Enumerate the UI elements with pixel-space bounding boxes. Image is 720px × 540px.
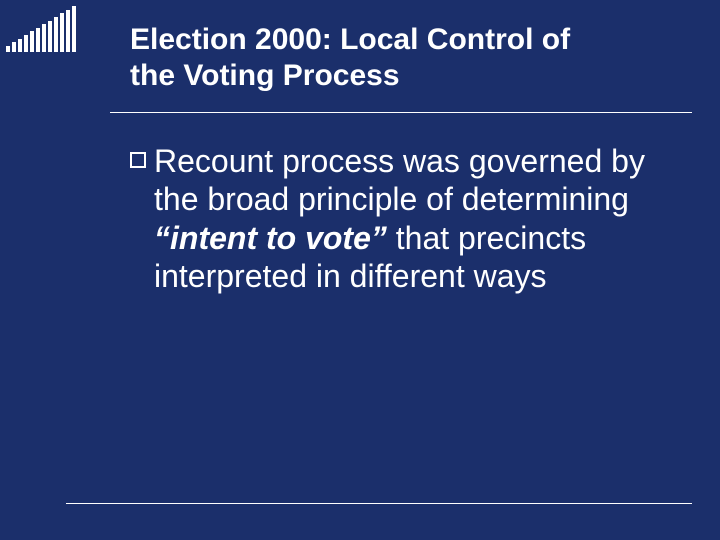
corner-decoration xyxy=(6,6,76,52)
corner-bar xyxy=(12,42,16,52)
corner-bar xyxy=(72,6,76,52)
corner-bar xyxy=(24,35,28,52)
text-emphasis: “intent to vote” xyxy=(154,220,396,256)
corner-bar xyxy=(54,17,58,52)
title-underline xyxy=(110,112,692,113)
corner-bar xyxy=(18,39,22,52)
corner-bar xyxy=(30,31,34,52)
slide-body: Recount process was governed by the broa… xyxy=(130,142,680,296)
corner-bar xyxy=(60,13,64,52)
corner-bar xyxy=(66,10,70,52)
bullet-text: Recount process was governed by the broa… xyxy=(154,142,680,296)
bullet-item: Recount process was governed by the broa… xyxy=(130,142,680,296)
square-bullet-icon xyxy=(130,152,146,168)
title-line-2: the Voting Process xyxy=(130,58,680,94)
slide: Election 2000: Local Control of the Voti… xyxy=(0,0,720,540)
text-part-1: Recount process was governed by the broa… xyxy=(154,143,645,217)
corner-bar xyxy=(6,46,10,52)
footer-rule xyxy=(66,503,692,504)
slide-title: Election 2000: Local Control of the Voti… xyxy=(130,22,680,94)
corner-bar xyxy=(48,21,52,52)
corner-bar xyxy=(42,24,46,52)
title-line-1: Election 2000: Local Control of xyxy=(130,22,680,58)
corner-bar xyxy=(36,28,40,52)
